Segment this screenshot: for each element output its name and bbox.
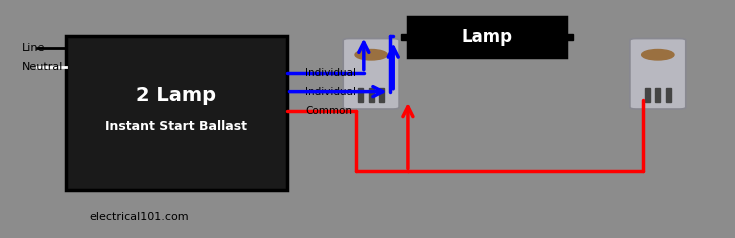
Bar: [656, 88, 660, 102]
Circle shape: [642, 50, 674, 60]
Text: Instant Start Ballast: Instant Start Ballast: [105, 120, 248, 133]
Bar: [359, 88, 363, 102]
Text: Individual: Individual: [305, 87, 356, 97]
Bar: [379, 88, 384, 102]
Bar: [666, 88, 670, 102]
Bar: [401, 34, 408, 40]
Bar: [368, 88, 373, 102]
Text: Individual: Individual: [305, 68, 356, 78]
Text: 2 Lamp: 2 Lamp: [137, 86, 216, 105]
FancyBboxPatch shape: [343, 39, 399, 109]
Circle shape: [355, 50, 387, 60]
Bar: [645, 88, 650, 102]
Bar: [66, 36, 287, 190]
Text: electrical101.com: electrical101.com: [90, 212, 190, 222]
Bar: [408, 17, 566, 57]
Text: Lamp: Lamp: [462, 28, 513, 46]
Text: Line: Line: [22, 43, 46, 53]
Bar: [566, 34, 573, 40]
FancyBboxPatch shape: [630, 39, 686, 109]
Text: Common: Common: [305, 106, 352, 116]
Text: Neutral: Neutral: [22, 62, 63, 72]
